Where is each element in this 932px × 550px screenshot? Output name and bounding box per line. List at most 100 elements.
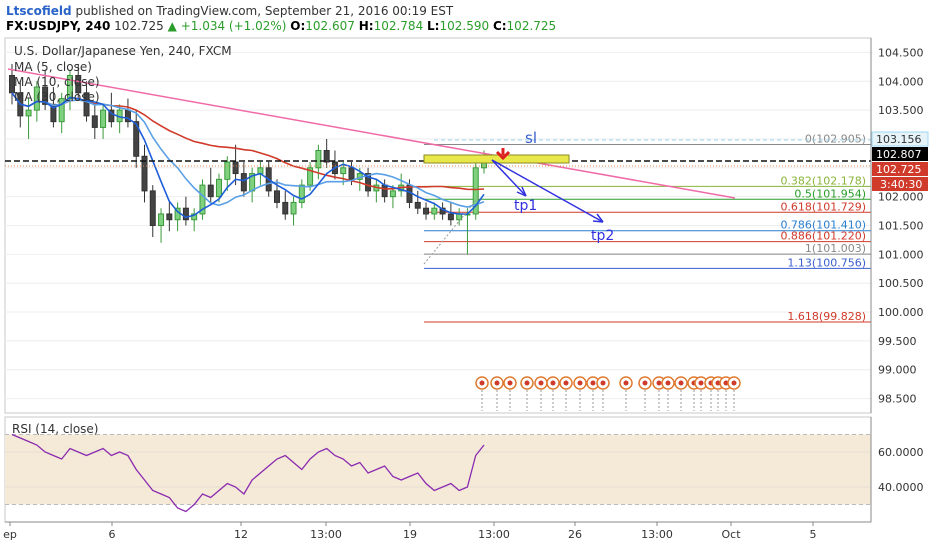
price-tick-label: 98.500 [878,393,917,406]
high-value: 102.784 [373,19,424,33]
event-flag-dot [600,380,606,386]
event-flag-dot [507,380,513,386]
fib-level-label: 0.618(101.729) [780,200,866,213]
event-flag-dot [665,380,671,386]
candle-body [75,75,82,94]
symbol-label: FX:USDJPY, 240 [6,19,111,33]
time-tick-label: 12 [234,528,248,541]
time-tick-label: 13:00 [641,528,673,541]
event-flag-dot [642,380,648,386]
symbol-info: FX:USDJPY, 240 102.725 ▲ +1.034 (+1.02%)… [6,19,556,33]
rsi-pane[interactable]: RSI (14, close) [4,416,872,523]
time-tick-label: 6 [109,528,116,541]
candle-body [149,190,156,226]
down-arrow-icon [495,148,511,161]
countdown-badge-box [872,177,928,191]
time-tick-label: 13:00 [310,528,342,541]
candle-body [315,150,322,169]
chart-canvas[interactable]: 0(102.905) 0.382(102.178)0.5(101.954)0.61… [0,36,932,550]
candle-body [66,75,73,100]
publish-text: published on TradingView.com, September … [75,4,454,18]
ma10-legend: MA (10, close) [14,75,100,89]
ma30-legend: MA (30, close) [14,90,100,104]
price-tick-label: 99.500 [878,335,917,348]
price-tick-label: 100.000 [878,306,924,319]
high-label: H: [358,19,374,33]
candle-body [25,109,32,117]
trendline[interactable] [7,68,736,199]
sl-badge: 103.156 [876,133,922,146]
price-tick-label: 102.000 [878,191,924,204]
time-axis[interactable]: ep 6 12 13:00 19 13:00 26 13:00 Oct 5 [3,521,871,541]
tp1-label: tp1 [514,198,537,214]
candle-body [224,161,231,180]
publish-info: Ltscofield published on TradingView.com,… [6,4,453,18]
open-label: O: [290,19,306,33]
candle-body [191,213,198,221]
open-value: 102.607 [305,19,355,33]
candle-body [307,167,314,186]
last-price: 102.725 [114,19,164,33]
countdown-badge: 3:40:30 [880,178,922,191]
economic-events[interactable] [475,376,741,411]
time-tick-label: Oct [721,528,741,541]
candle-body [447,213,454,221]
price-tick-label: 101.000 [878,248,924,261]
candle-body [273,190,280,203]
candle-body [282,201,289,215]
author-link[interactable]: Ltscofield [6,4,72,18]
event-flag-dot [494,380,500,386]
candle-body [42,86,49,105]
event-flag-dot [590,380,596,386]
price-tick-label: 99.000 [878,364,917,377]
candle-body [108,109,115,123]
candle-body [50,103,57,123]
candle-body [423,207,430,215]
price-tick-label: 101.500 [878,220,924,233]
rsi-axis[interactable]: 60.0000 40.0000 [870,417,924,522]
candle-body [166,213,173,221]
candle-body [257,167,264,175]
candle-body [83,92,90,117]
rsi-line [11,433,485,513]
fibonacci-retracement[interactable]: 0(102.905) 0.382(102.178)0.5(101.954)0.61… [424,132,871,323]
price-tick-label: 103.500 [878,104,924,117]
time-tick-label: 19 [403,528,417,541]
fib-level-label: 0.5(101.954) [794,187,866,200]
candle-body [207,184,214,198]
time-tick-label: 5 [810,528,817,541]
last-badge: 102.725 [876,163,922,176]
change-up-icon: ▲ [167,19,177,33]
tp1-arrow[interactable] [491,159,527,197]
fib-level-label: 0.886(101.220) [780,230,866,243]
event-flag-dot [715,380,721,386]
event-flag-dot [563,380,569,386]
candle-body [389,190,396,198]
event-flag-dot [538,380,544,386]
tp1-arrowhead-icon [516,186,527,197]
close-value: 102.725 [506,19,557,33]
tp2-label: tp2 [591,228,614,244]
event-flag-dot [723,380,729,386]
chart-header: Ltscofield published on TradingView.com,… [0,0,932,36]
rsi-tick-label: 60.0000 [878,446,924,459]
event-flag-dot [623,380,629,386]
price-tick-label: 100.500 [878,277,924,290]
price-badges: 103.156 102.807 102.725 3:40:30 [871,131,929,191]
price-pane[interactable]: 0(102.905) 0.382(102.178)0.5(101.954)0.61… [4,37,872,414]
current-badge-box [872,147,928,161]
candle-body [298,184,305,203]
tp2-arrow[interactable] [491,159,604,223]
candle-body [133,121,140,157]
chart-title: U.S. Dollar/Japanese Yen, 240, FXCM [14,44,232,58]
event-flag-dot [656,380,662,386]
candle-body [472,167,479,215]
moving-averages [11,92,485,219]
rsi-band [5,434,871,505]
fib-level-label: 0.382(102.178) [780,174,866,187]
rsi-legend: RSI (14, close) [12,422,98,436]
candle-body [240,173,247,192]
time-tick-label: ep [3,528,17,541]
candle-body [348,167,355,180]
candle-body [232,161,239,175]
